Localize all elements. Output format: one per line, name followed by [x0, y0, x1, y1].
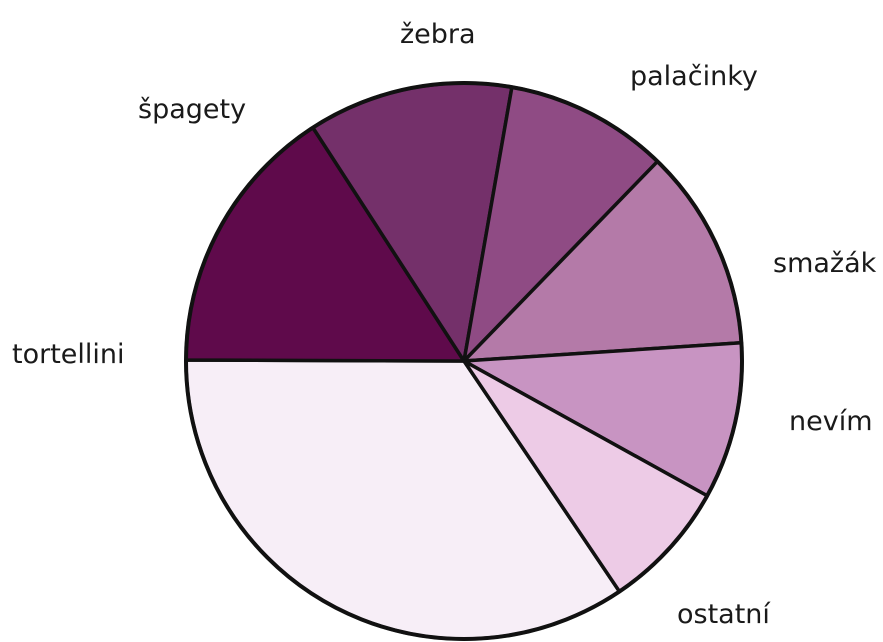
- pie-slices: [184, 81, 744, 641]
- slice-label-0: ostatní: [677, 599, 771, 630]
- slice-label-5: smažák: [773, 248, 877, 279]
- pie-labels: ostatní tortellini špagety žebra palačinky sm…: [12, 19, 877, 630]
- slice-label-1: tortellini: [12, 339, 125, 370]
- slice-label-6: nevím: [789, 406, 873, 437]
- slice-label-3: žebra: [400, 19, 476, 50]
- slice-label-2: špagety: [138, 94, 246, 125]
- slice-label-4: palačinky: [630, 61, 758, 92]
- pie-outline: [184, 81, 744, 641]
